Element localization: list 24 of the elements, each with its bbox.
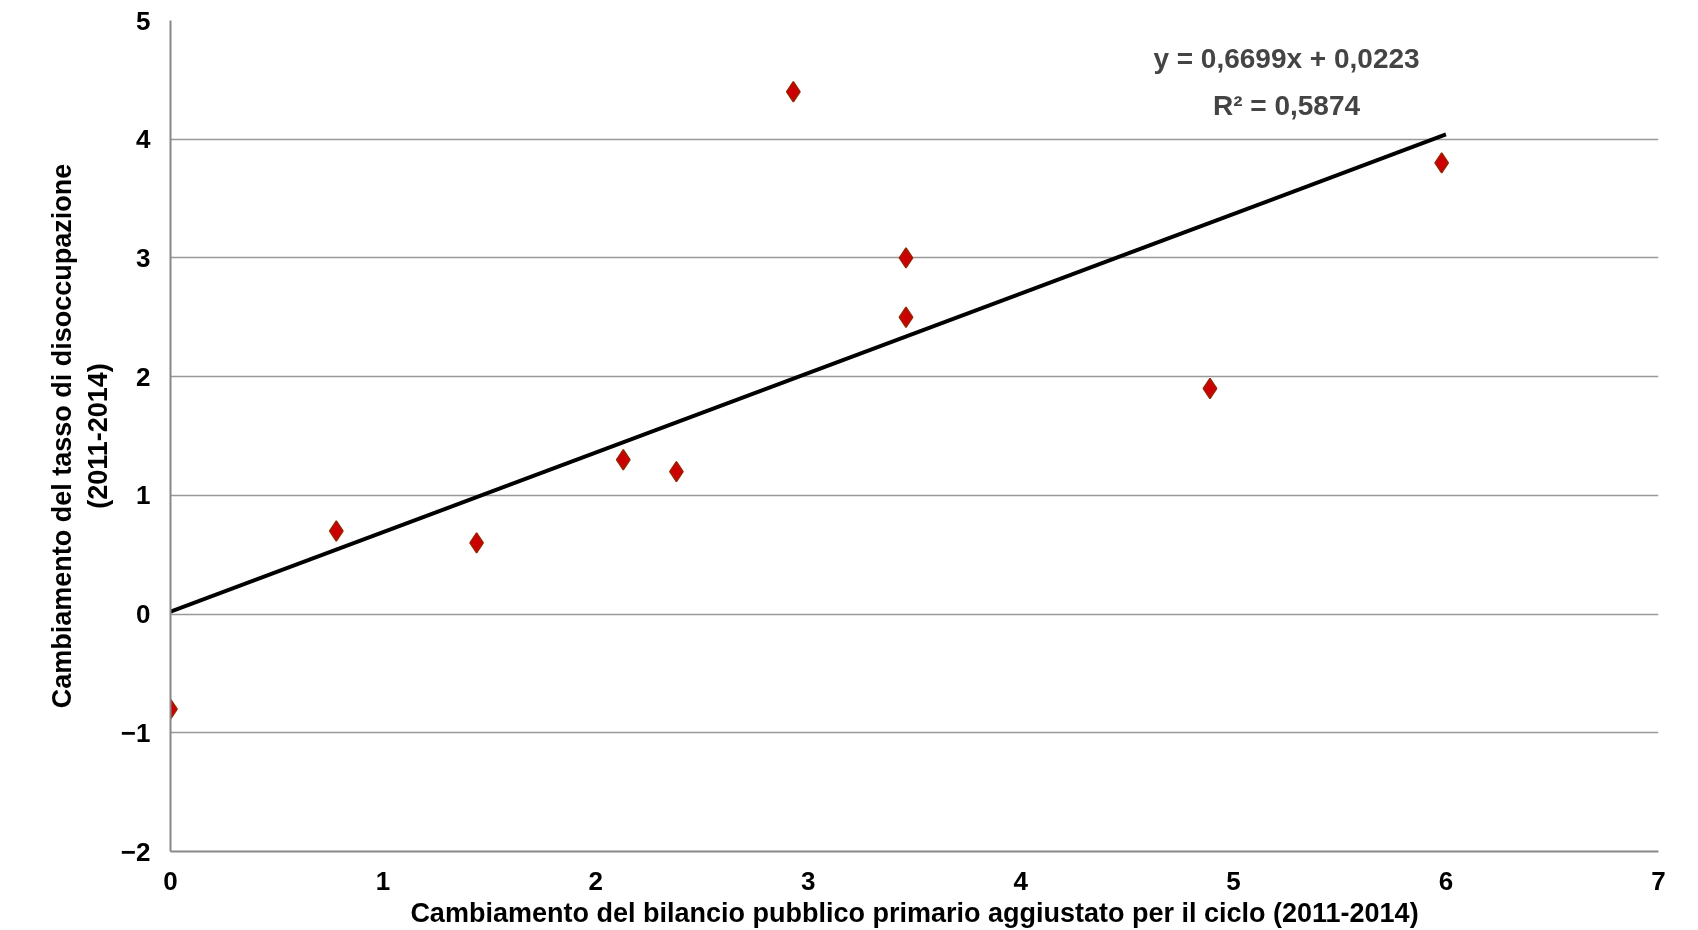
point: [328, 520, 344, 542]
x-tick-label: 2: [588, 865, 603, 896]
x-tick-label: 4: [1013, 865, 1029, 896]
y-tick-label: −2: [120, 836, 151, 867]
y-tick-label: 1: [136, 480, 151, 511]
x-tick-label: 3: [800, 865, 816, 896]
point: [898, 247, 914, 269]
x-axis-title: Cambiamento del bilancio pubblico primario aggiustato per il ciclo (2011-2014): [410, 897, 1419, 928]
y-tick-label: −1: [120, 717, 151, 748]
y-tick-label: 5: [136, 5, 151, 36]
x-tick-label: 7: [1651, 865, 1666, 896]
y-tick-label: 3: [136, 242, 151, 273]
x-tick-label: 5: [1226, 865, 1241, 896]
y-tick-label: 0: [136, 599, 151, 630]
y-tick-label: 4: [136, 124, 152, 155]
point: [469, 532, 485, 554]
y-axis-title: Cambiamento del tasso di disoccupazione (2011-2014): [46, 163, 113, 709]
x-tick-label: 1: [375, 865, 391, 896]
x-tick-label: 0: [163, 865, 178, 896]
y-tick-label: 2: [136, 361, 151, 392]
point: [1434, 152, 1450, 174]
x-tick-label: 6: [1438, 865, 1454, 896]
annotation: y = 0,6699x + 0,0223: [1153, 42, 1420, 74]
annotation: R² = 0,5874: [1212, 90, 1361, 122]
